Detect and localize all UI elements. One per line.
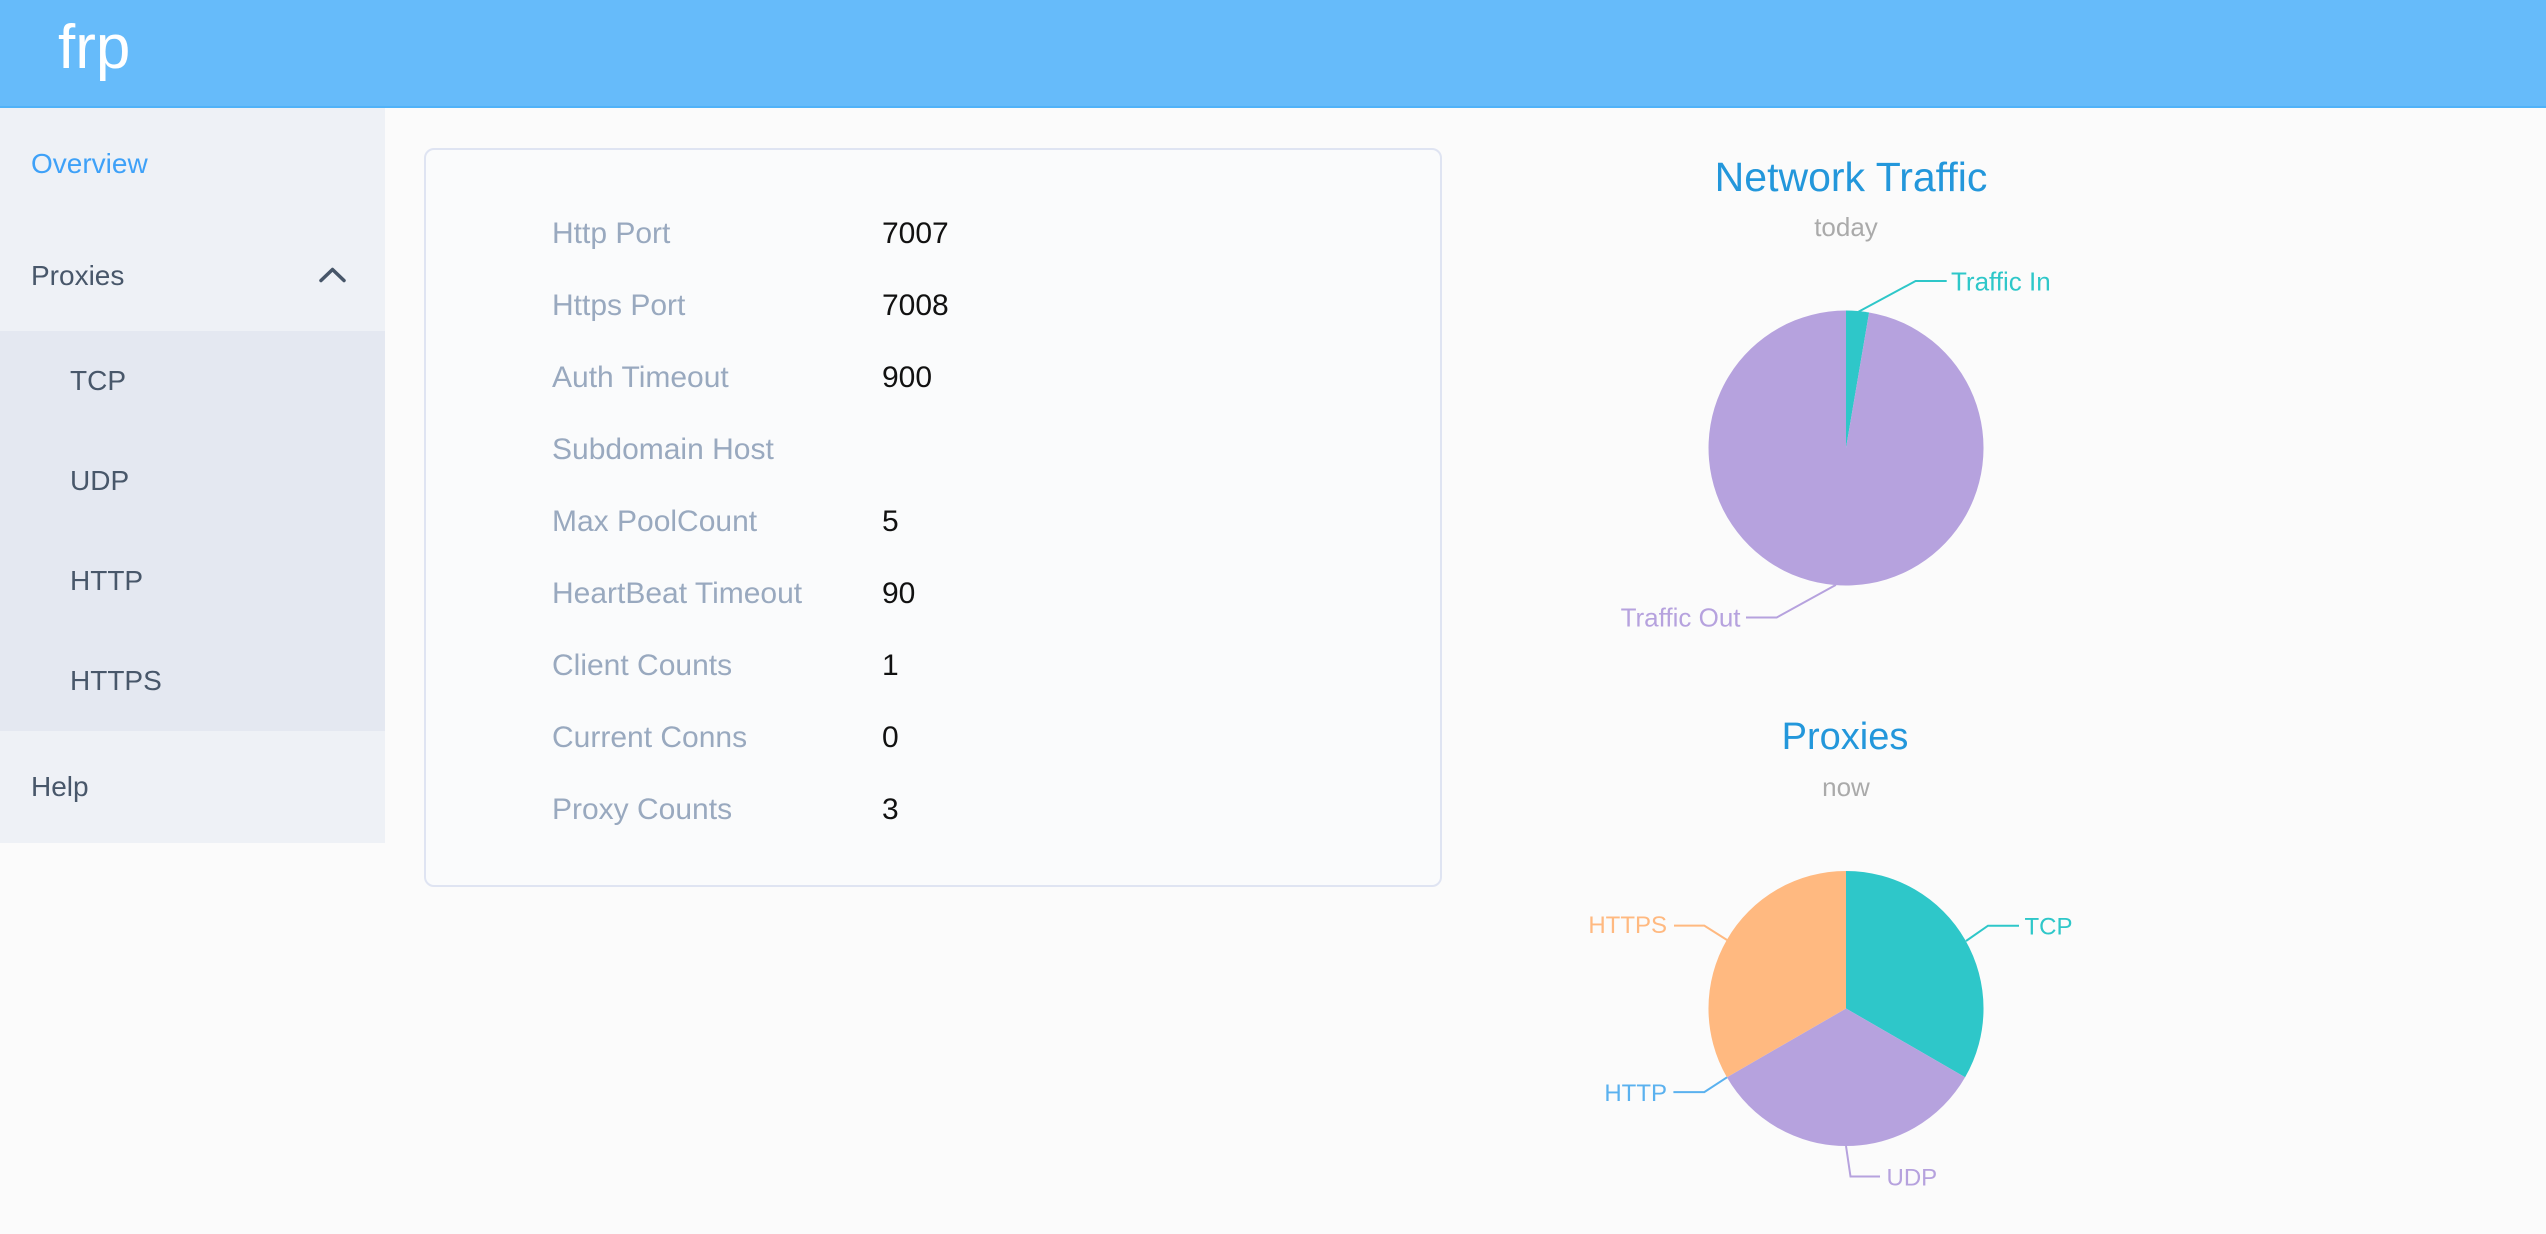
svg-text:Traffic Out: Traffic Out — [1621, 603, 1742, 633]
svg-text:Network Traffic: Network Traffic — [1715, 154, 1988, 200]
svg-text:Traffic In: Traffic In — [1951, 267, 2051, 297]
svg-text:now: now — [1822, 772, 1870, 802]
svg-text:HTTPS: HTTPS — [1588, 912, 1667, 939]
svg-text:HTTP: HTTP — [1604, 1080, 1667, 1107]
svg-text:UDP: UDP — [1887, 1164, 1938, 1191]
svg-text:TCP: TCP — [2025, 913, 2073, 940]
svg-text:Proxies: Proxies — [1782, 716, 1909, 758]
svg-text:today: today — [1814, 212, 1878, 242]
